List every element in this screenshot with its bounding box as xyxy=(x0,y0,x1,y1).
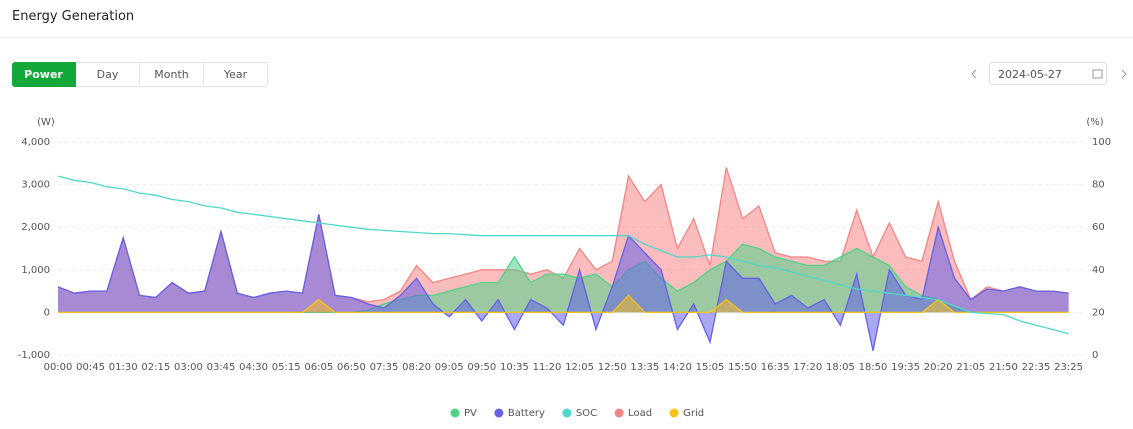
x-tick-label: 04:30 xyxy=(239,362,268,373)
y2-tick-label: 80 xyxy=(1092,180,1105,191)
y-tick-label: 2,000 xyxy=(21,222,50,233)
tabs: Power Day Month Year xyxy=(12,62,268,87)
x-tick-label: 08:20 xyxy=(402,362,431,373)
calendar-icon xyxy=(1092,69,1103,79)
x-tick-label: 21:05 xyxy=(956,362,985,373)
line xyxy=(57,175,1069,335)
legend-icon xyxy=(669,408,679,418)
legend-label: Grid xyxy=(683,408,704,419)
x-tick-label: 14:20 xyxy=(663,362,692,373)
legend-label: Battery xyxy=(508,408,545,419)
x-tick-label: 17:20 xyxy=(793,362,822,373)
x-tick-label: 20:20 xyxy=(924,362,953,373)
area xyxy=(58,295,1069,313)
x-tick-label: 05:15 xyxy=(272,362,301,373)
y2-tick-label: 60 xyxy=(1092,222,1105,233)
date-picker[interactable]: 2024-05-27 xyxy=(989,62,1107,85)
x-tick-label: 19:35 xyxy=(891,362,920,373)
x-tick-label: 23:25 xyxy=(1054,362,1083,373)
prev-arrow[interactable] xyxy=(971,69,977,79)
line xyxy=(57,214,1069,351)
y-tick-label: 1,000 xyxy=(21,265,50,276)
y-axis-label: (W) xyxy=(37,117,55,128)
x-tick-label: 22:35 xyxy=(1022,362,1051,373)
tab[interactable]: Day xyxy=(76,62,140,87)
x-tick-label: 18:50 xyxy=(859,362,888,373)
page-title: Energy Generation xyxy=(12,9,135,24)
legend-label: Load xyxy=(628,408,652,419)
x-tick-label: 03:45 xyxy=(207,362,236,373)
y-tick-label: 0 xyxy=(44,307,50,318)
tab[interactable]: Month xyxy=(140,62,204,87)
tab[interactable]: Year xyxy=(204,62,268,87)
x-tick-label: 18:05 xyxy=(826,362,855,373)
legend-label: SOC xyxy=(576,408,597,419)
y2-tick-label: 40 xyxy=(1092,265,1105,276)
x-tick-label: 15:50 xyxy=(728,362,757,373)
x-tick-label: 00:00 xyxy=(44,362,73,373)
y-tick-label: -1,000 xyxy=(18,350,50,361)
x-tick-label: 07:35 xyxy=(370,362,399,373)
y2-axis-label: (%) xyxy=(1086,117,1103,128)
legend-icon xyxy=(614,408,624,418)
x-tick-label: 11:20 xyxy=(533,362,562,373)
divider xyxy=(0,37,1133,38)
x-tick-label: 12:50 xyxy=(598,362,627,373)
x-tick-label: 10:35 xyxy=(500,362,529,373)
x-tick-label: 15:05 xyxy=(696,362,725,373)
x-tick-label: 00:45 xyxy=(76,362,105,373)
x-tick-label: 06:50 xyxy=(337,362,366,373)
x-tick-label: 06:05 xyxy=(304,362,333,373)
y-tick-label: 3,000 xyxy=(21,180,50,191)
y2-tick-label: 0 xyxy=(1092,350,1098,361)
x-tick-label: 21:50 xyxy=(989,362,1018,373)
legend-label: PV xyxy=(464,408,477,419)
line xyxy=(58,294,1069,314)
x-tick-label: 09:05 xyxy=(435,362,464,373)
x-tick-label: 16:35 xyxy=(761,362,790,373)
x-tick-label: 01:30 xyxy=(109,362,138,373)
area xyxy=(58,244,1069,313)
legend-icon xyxy=(562,408,572,418)
legend-icon xyxy=(450,408,460,418)
x-tick-label: 12:05 xyxy=(565,362,594,373)
legend-icon xyxy=(494,408,504,418)
x-tick-label: 03:00 xyxy=(174,362,203,373)
y2-tick-label: 100 xyxy=(1092,137,1111,148)
y-tick-label: 4,000 xyxy=(21,137,50,148)
y2-tick-label: 20 xyxy=(1092,307,1105,318)
x-tick-label: 09:50 xyxy=(467,362,496,373)
next-arrow[interactable] xyxy=(1121,69,1127,79)
tab[interactable]: Power xyxy=(12,62,76,87)
x-tick-label: 02:15 xyxy=(141,362,170,373)
x-tick-label: 13:35 xyxy=(630,362,659,373)
